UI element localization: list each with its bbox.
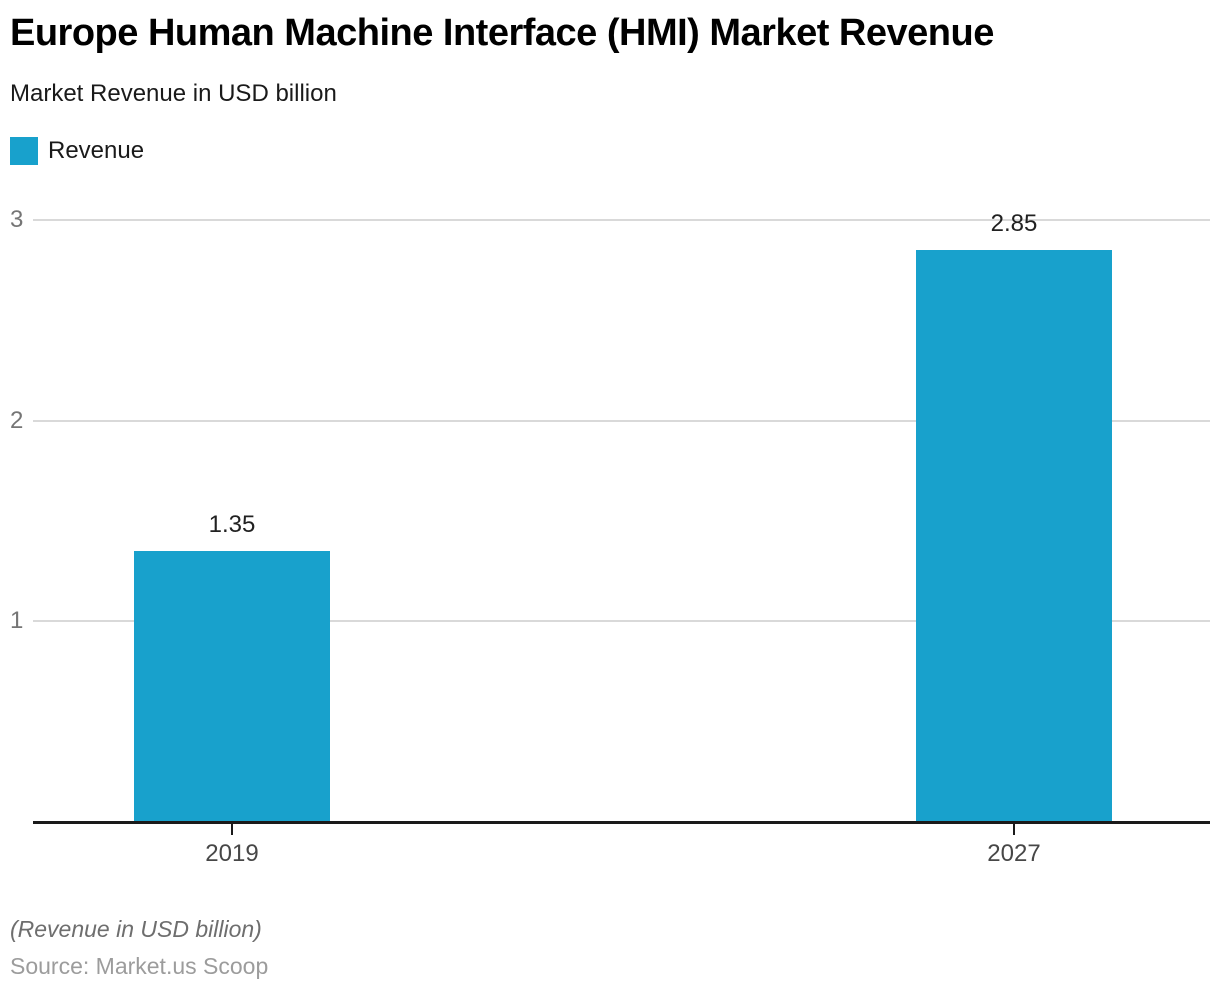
x-axis-label-2019: 2019 xyxy=(205,840,259,867)
bar-value-label-2019: 1.35 xyxy=(208,511,256,539)
chart-subtitle: Market Revenue in USD billion xyxy=(10,80,337,107)
gridline-y-3 xyxy=(33,218,1210,221)
legend-swatch-revenue xyxy=(10,137,38,165)
bar-value-label-2027: 2.85 xyxy=(990,210,1038,237)
chart-title: Europe Human Machine Interface (HMI) Mar… xyxy=(10,12,994,54)
legend-label-revenue: Revenue xyxy=(48,137,145,164)
footnote: (Revenue in USD billion) xyxy=(10,916,262,942)
x-axis-line xyxy=(33,821,1210,824)
legend: Revenue xyxy=(10,137,144,165)
x-axis-tick-2019 xyxy=(231,824,233,835)
gridline-y-1 xyxy=(33,620,1210,623)
source-credit: Source: Market.us Scoop xyxy=(10,953,269,979)
x-axis-label-2027: 2027 xyxy=(987,840,1041,867)
y-axis-tick-label-3: 3 xyxy=(10,205,24,233)
y-axis-tick-label-2: 2 xyxy=(10,406,24,434)
y-axis-tick-label-1: 1 xyxy=(10,607,24,635)
x-axis-tick-2027 xyxy=(1013,824,1015,835)
bar-2019 xyxy=(134,551,330,822)
bar-2027 xyxy=(916,250,1112,822)
gridline-y-2 xyxy=(33,419,1210,422)
